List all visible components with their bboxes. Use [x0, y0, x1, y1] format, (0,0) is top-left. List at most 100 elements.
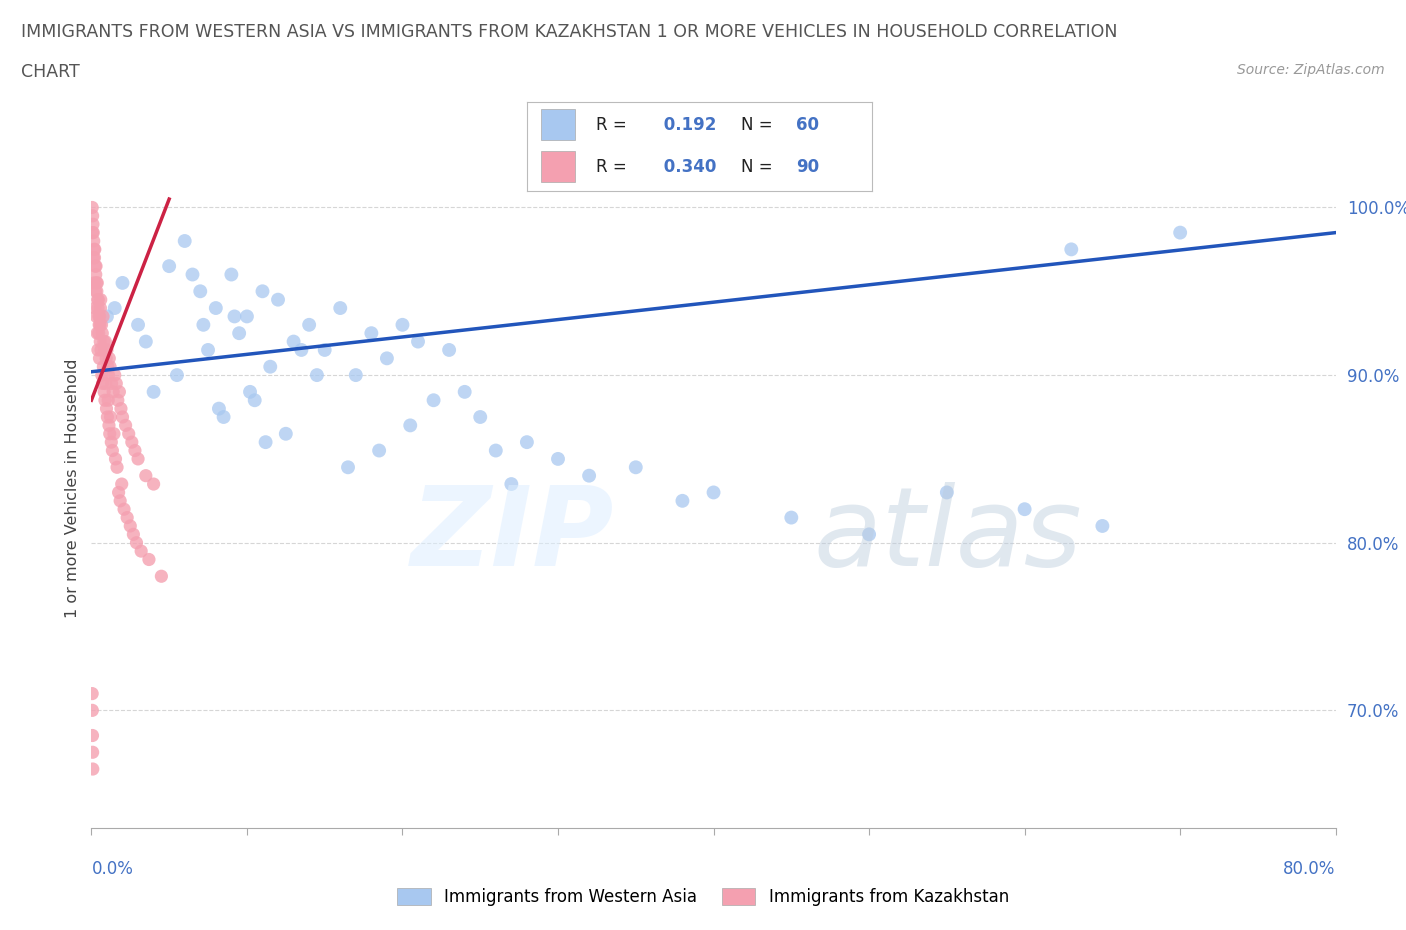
Point [125, 536, 148, 551]
Point [100, 376, 122, 391]
Point [671, 494, 693, 509]
Point [104, 367, 127, 382]
Point [110, 401, 132, 416]
Point [90, 367, 112, 382]
Point [274, 426, 297, 441]
Point [485, 443, 508, 458]
Point [82, 250, 104, 265]
Point [406, 334, 429, 349]
Point [173, 233, 195, 248]
Point [83, 250, 105, 265]
Point [208, 401, 231, 416]
Point [858, 527, 880, 542]
Text: atlas: atlas [813, 483, 1081, 590]
Point [84, 259, 107, 273]
Text: N =: N = [741, 116, 778, 134]
Point [228, 326, 250, 340]
Point [1091, 519, 1114, 534]
Point [82, 745, 104, 760]
Point [115, 511, 138, 525]
Point [114, 418, 136, 432]
Point [98, 359, 121, 374]
Point [97, 367, 120, 382]
Y-axis label: 1 or more Vehicles in Household: 1 or more Vehicles in Household [65, 358, 80, 618]
Point [239, 384, 262, 399]
Point [157, 259, 180, 273]
Point [103, 426, 125, 441]
Point [83, 242, 105, 257]
FancyBboxPatch shape [541, 110, 575, 140]
Point [111, 275, 134, 290]
Point [399, 418, 422, 432]
Point [298, 317, 321, 332]
Point [1060, 242, 1083, 257]
Point [89, 309, 111, 324]
Point [224, 309, 246, 324]
Point [108, 494, 131, 509]
Point [135, 468, 157, 483]
Point [368, 443, 391, 458]
Text: 0.0%: 0.0% [91, 860, 134, 878]
Point [314, 342, 336, 357]
Point [122, 527, 145, 542]
Text: 80.0%: 80.0% [1284, 860, 1336, 878]
Point [127, 317, 149, 332]
Point [89, 351, 111, 365]
Text: 0.340: 0.340 [658, 158, 717, 177]
Point [93, 342, 115, 357]
Point [547, 451, 569, 466]
Point [624, 459, 647, 474]
Point [142, 384, 165, 399]
Point [470, 409, 492, 424]
Point [702, 485, 725, 500]
Text: ZIP: ZIP [411, 483, 614, 590]
Point [193, 317, 215, 332]
Point [236, 309, 259, 324]
Point [89, 300, 111, 315]
Point [205, 300, 228, 315]
Point [82, 728, 104, 743]
Point [82, 703, 104, 718]
Point [135, 334, 157, 349]
Point [87, 326, 110, 340]
Point [107, 485, 129, 500]
Point [422, 392, 444, 407]
Point [98, 418, 121, 432]
Point [89, 317, 111, 332]
Point [82, 225, 104, 240]
Point [267, 292, 290, 307]
Point [96, 351, 118, 365]
Point [86, 275, 108, 290]
Point [104, 300, 127, 315]
Point [290, 342, 312, 357]
Point [82, 762, 104, 777]
FancyBboxPatch shape [541, 151, 575, 182]
Point [283, 334, 305, 349]
Point [84, 259, 107, 273]
Text: Source: ZipAtlas.com: Source: ZipAtlas.com [1237, 63, 1385, 77]
Point [243, 392, 266, 407]
Point [82, 208, 104, 223]
Point [453, 384, 475, 399]
Point [97, 359, 120, 374]
Point [86, 292, 108, 307]
Point [94, 334, 117, 349]
Point [82, 200, 104, 215]
Point [181, 267, 204, 282]
Point [142, 476, 165, 491]
Point [93, 384, 115, 399]
Text: R =: R = [596, 116, 633, 134]
Point [91, 326, 114, 340]
Point [83, 242, 105, 257]
Point [108, 384, 131, 399]
Point [501, 476, 523, 491]
Point [96, 401, 118, 416]
Point [578, 468, 600, 483]
Point [82, 217, 104, 232]
Point [86, 309, 108, 324]
Point [375, 351, 398, 365]
Point [90, 317, 112, 332]
Point [90, 292, 112, 307]
Point [87, 342, 110, 357]
Point [96, 309, 118, 324]
